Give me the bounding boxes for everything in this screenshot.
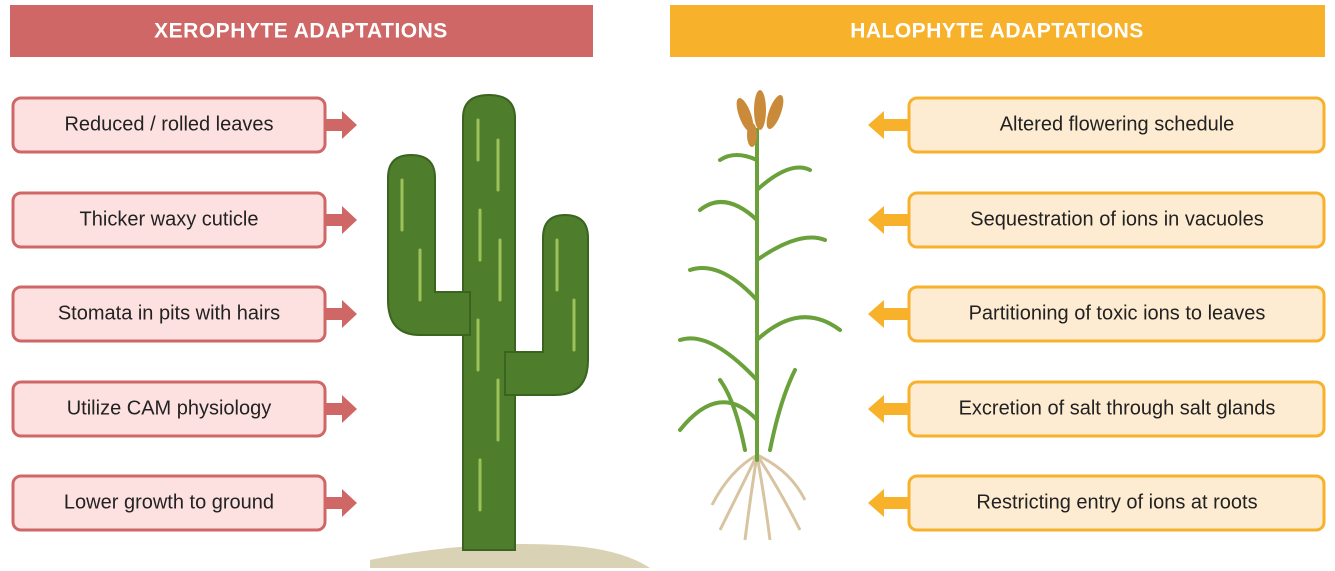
xerophyte-title: XEROPHYTE ADAPTATIONS xyxy=(154,20,448,43)
xerophyte-item: Thicker waxy cuticle xyxy=(80,208,259,230)
arrow-left xyxy=(868,300,909,328)
halophyte-item: Partitioning of toxic ions to leaves xyxy=(969,302,1266,324)
halophyte-item: Excretion of salt through salt glands xyxy=(959,397,1276,419)
arrow-right xyxy=(325,300,357,328)
seed-head xyxy=(733,90,787,147)
plant xyxy=(680,130,840,460)
xerophyte-item: Utilize CAM physiology xyxy=(67,397,272,419)
infographic: XEROPHYTE ADAPTATIONS HALOPHYTE ADAPTATI… xyxy=(0,0,1335,571)
arrow-right xyxy=(325,206,357,234)
halophyte-title: HALOPHYTE ADAPTATIONS xyxy=(850,20,1144,43)
arrow-left xyxy=(868,111,909,139)
xerophyte-item: Stomata in pits with hairs xyxy=(58,302,280,324)
arrow-left xyxy=(868,395,909,423)
halophyte-item: Restricting entry of ions at roots xyxy=(976,491,1257,513)
halophyte-item: Altered flowering schedule xyxy=(1000,113,1235,135)
halophyte-item: Sequestration of ions in vacuoles xyxy=(970,208,1264,230)
arrow-left xyxy=(868,489,909,517)
xerophyte-item: Reduced / rolled leaves xyxy=(64,113,273,135)
arrow-left xyxy=(868,206,909,234)
arrow-right xyxy=(325,395,357,423)
arrow-right xyxy=(325,111,357,139)
cactus xyxy=(388,95,588,550)
arrow-right xyxy=(325,489,357,517)
roots xyxy=(712,455,805,540)
xerophyte-item: Lower growth to ground xyxy=(64,491,274,513)
